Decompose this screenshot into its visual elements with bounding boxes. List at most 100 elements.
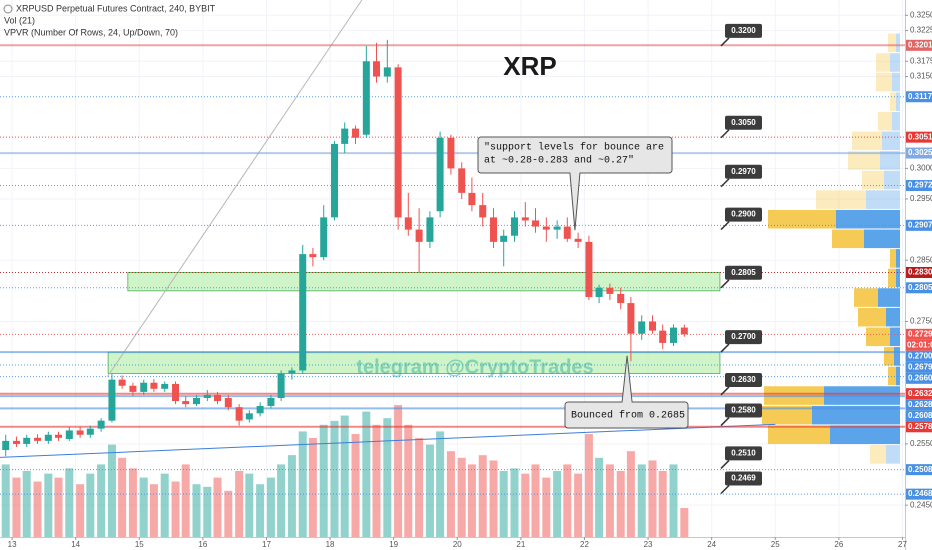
candle-body bbox=[373, 61, 381, 77]
x-tick-label: 15 bbox=[135, 540, 144, 549]
x-tick-label: 14 bbox=[71, 540, 80, 549]
price-label-text: 0.2508 bbox=[908, 465, 932, 474]
vpvr-down bbox=[866, 190, 900, 209]
volume-bar bbox=[256, 484, 265, 537]
volume-bar bbox=[351, 434, 360, 537]
volume-bar bbox=[362, 411, 371, 537]
candle-body bbox=[383, 67, 391, 77]
callout-box bbox=[725, 23, 762, 38]
volume-bar bbox=[489, 460, 498, 537]
callout-box bbox=[725, 471, 762, 486]
vpvr-up bbox=[888, 366, 896, 386]
candle-body bbox=[224, 398, 232, 408]
price-label bbox=[906, 131, 932, 143]
x-tick-label: 24 bbox=[707, 540, 716, 549]
price-label bbox=[906, 91, 932, 103]
vpvr-up bbox=[876, 72, 892, 92]
candle-body bbox=[680, 327, 688, 335]
candle-body bbox=[55, 434, 63, 438]
candle-body bbox=[479, 205, 487, 218]
volume-bar bbox=[510, 468, 519, 537]
price-label-text: 0.2972 bbox=[908, 181, 932, 190]
candle-body bbox=[320, 217, 328, 258]
candle-body bbox=[267, 398, 275, 406]
x-tick-label: 21 bbox=[516, 540, 525, 549]
candle-body bbox=[256, 405, 264, 414]
callout-label: 0.2970 bbox=[731, 167, 756, 176]
countdown: 02:01:08 bbox=[907, 340, 932, 349]
volume-bar bbox=[425, 444, 434, 537]
volume-bar bbox=[584, 434, 593, 537]
price-label-text: 0.2700 bbox=[908, 351, 932, 360]
candle-body bbox=[129, 385, 137, 392]
candle-body bbox=[659, 330, 667, 343]
x-tick-label: 26 bbox=[834, 540, 843, 549]
vpvr-up bbox=[884, 347, 894, 366]
vpvr-down bbox=[864, 229, 900, 249]
volume-bar bbox=[383, 418, 392, 537]
candle-body bbox=[458, 168, 466, 193]
vpvr-down bbox=[896, 33, 900, 53]
price-label bbox=[906, 464, 932, 476]
candle-body bbox=[436, 137, 444, 212]
candle-body bbox=[670, 327, 678, 343]
volume-bar bbox=[553, 471, 562, 537]
volume-bar bbox=[33, 481, 42, 537]
volume-bar bbox=[658, 471, 667, 537]
callout-box bbox=[725, 207, 762, 222]
price-label bbox=[906, 399, 932, 411]
candle-body bbox=[404, 217, 412, 230]
candle-body bbox=[617, 293, 625, 304]
vpvr-down bbox=[886, 307, 900, 327]
callout-pointer bbox=[720, 484, 730, 495]
vpvr-up bbox=[762, 405, 812, 425]
candle-body bbox=[97, 420, 105, 429]
candle-body bbox=[531, 220, 539, 227]
callout-pointer bbox=[720, 178, 730, 188]
volume-bar bbox=[203, 486, 212, 537]
volume-bar bbox=[499, 471, 508, 537]
candle-body bbox=[182, 401, 190, 405]
callout-box bbox=[725, 446, 762, 461]
candle-body bbox=[150, 382, 158, 389]
vpvr-down bbox=[896, 268, 900, 288]
volume-bar bbox=[65, 468, 74, 537]
volume-bar bbox=[637, 464, 646, 537]
volume-bar bbox=[372, 424, 381, 537]
volume-bar bbox=[542, 477, 551, 537]
volume-bar bbox=[319, 424, 328, 537]
candle-body bbox=[2, 440, 10, 451]
callout-label: 0.2805 bbox=[731, 268, 756, 277]
price-label bbox=[906, 410, 932, 422]
volume-bar bbox=[44, 473, 53, 537]
volume-bar bbox=[595, 457, 604, 537]
volume-bar bbox=[181, 464, 190, 537]
callout-box bbox=[725, 265, 762, 280]
candle-body bbox=[362, 61, 370, 135]
candle-body bbox=[140, 382, 148, 392]
volume-bar bbox=[12, 477, 21, 537]
vpvr-down bbox=[812, 405, 900, 425]
vpvr-down bbox=[890, 327, 900, 347]
candle-body bbox=[553, 226, 561, 230]
vpvr-up bbox=[888, 33, 896, 53]
price-label-text: 0.2729 bbox=[908, 329, 932, 338]
callout-label: 0.2469 bbox=[731, 474, 756, 483]
volume-bar bbox=[245, 473, 254, 537]
callout-label: 0.2700 bbox=[731, 332, 756, 341]
symbol-icon bbox=[3, 4, 13, 14]
x-tick-label: 27 bbox=[898, 540, 907, 549]
x-tick-label: 19 bbox=[389, 540, 398, 549]
price-label-text: 0.2907 bbox=[908, 220, 932, 229]
volume-bar bbox=[436, 431, 445, 537]
vpvr-up bbox=[862, 170, 884, 190]
vpvr-up bbox=[876, 53, 890, 72]
vpvr-down bbox=[882, 131, 900, 151]
volume-bar bbox=[308, 438, 317, 537]
watermark: telegram @CryptoTrades bbox=[356, 356, 593, 378]
volume-bar bbox=[235, 471, 244, 537]
volume-bar bbox=[680, 507, 689, 537]
